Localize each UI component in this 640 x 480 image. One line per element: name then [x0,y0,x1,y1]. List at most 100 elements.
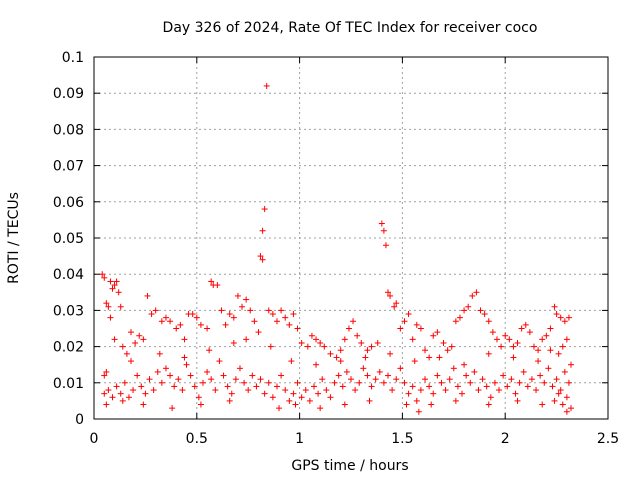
data-point [294,325,301,332]
data-point [500,372,507,379]
data-point [522,321,529,328]
data-point [426,383,433,390]
data-point [391,303,398,310]
data-point [214,282,221,289]
data-point [543,332,550,339]
data-point [136,332,143,339]
data-point [551,303,558,310]
data-point [337,358,344,365]
data-point [446,376,453,383]
data-point [559,401,566,408]
data-point [473,289,480,296]
data-point [537,372,544,379]
data-point [491,379,498,386]
data-point [411,358,418,365]
data-point [175,376,182,383]
data-point [337,347,344,354]
data-point [547,325,554,332]
data-point [111,336,118,343]
y-tick-label: 0.1 [62,50,84,66]
data-point [504,383,511,390]
x-tick-label: 0.5 [186,431,208,447]
data-point [430,390,437,397]
data-point [169,405,176,412]
data-point [327,394,334,401]
data-point [234,292,241,299]
data-point [417,387,424,394]
data-point [553,376,560,383]
data-point [144,292,151,299]
data-point [502,332,509,339]
data-point [239,303,246,310]
data-point [310,383,317,390]
data-point [282,387,289,394]
data-point [189,311,196,318]
data-point [101,372,108,379]
data-point [249,372,256,379]
data-point [276,405,283,412]
data-point [567,361,574,368]
data-point [426,354,433,361]
data-point [148,311,155,318]
data-point [292,401,299,408]
data-point [261,390,268,397]
data-point [524,383,531,390]
data-point [306,397,313,404]
data-point [567,405,574,412]
data-point [378,220,385,227]
x-tick-label: 1.5 [391,431,413,447]
data-point [177,321,184,328]
data-point [498,343,505,350]
data-point [415,408,422,415]
data-point [241,379,248,386]
data-point [555,350,562,357]
data-point [142,390,149,397]
data-point [245,387,252,394]
data-point [105,387,112,394]
data-point [485,350,492,357]
data-point [115,289,122,296]
data-point [354,332,361,339]
data-point [290,311,297,318]
data-point [121,379,128,386]
data-point [113,383,120,390]
data-point [212,387,219,394]
data-point [485,318,492,325]
data-point [563,336,570,343]
data-point [366,397,373,404]
data-point [469,292,476,299]
data-point [101,274,108,281]
data-point [261,206,268,213]
data-point [417,325,424,332]
data-point [454,383,461,390]
data-point [191,383,198,390]
data-point [518,325,525,332]
y-tick-label: 0.03 [53,303,84,319]
data-point [477,307,484,314]
data-point [195,394,202,401]
data-point [565,314,572,321]
data-point [117,303,124,310]
data-point [282,314,289,321]
data-point [444,347,451,354]
data-point [516,379,523,386]
data-point [183,361,190,368]
data-point [255,329,262,336]
data-point [364,372,371,379]
data-point [489,329,496,336]
data-point [259,256,266,263]
data-point [187,372,194,379]
data-point [442,387,449,394]
x-tick-label: 2 [501,431,510,447]
data-point [526,329,533,336]
data-point [483,383,490,390]
data-point [228,390,235,397]
data-point [208,278,215,285]
y-tick-label: 0.01 [53,376,84,392]
data-point [226,311,233,318]
data-point [109,394,116,401]
data-point [385,289,392,296]
data-point [273,318,280,325]
data-point [162,365,169,372]
